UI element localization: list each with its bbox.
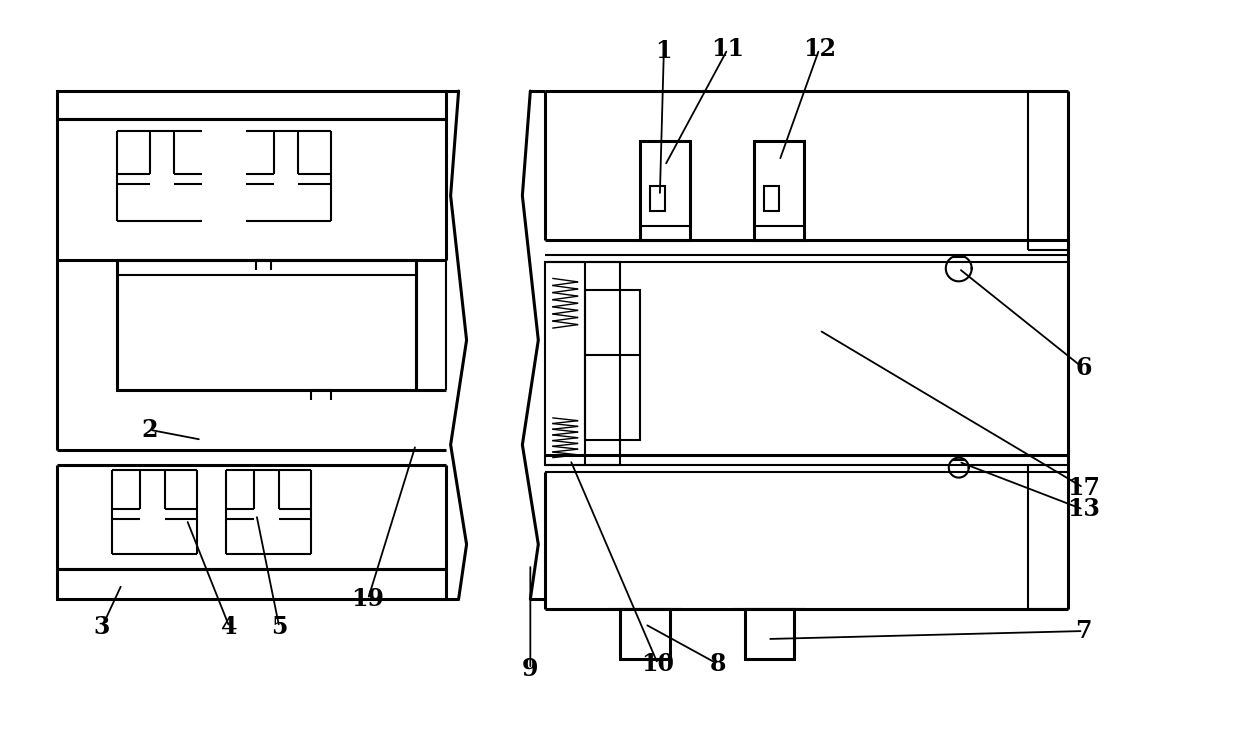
Bar [117, 261, 415, 390]
Bar [650, 186, 665, 211]
Text: 19: 19 [351, 587, 384, 611]
Text: 8: 8 [709, 652, 725, 676]
Text: 4: 4 [221, 615, 238, 639]
Bar [620, 609, 670, 659]
Text: 9: 9 [522, 657, 538, 681]
Text: 11: 11 [711, 37, 744, 61]
Bar [640, 141, 689, 241]
Text: 17: 17 [1066, 476, 1100, 500]
Text: 6: 6 [1075, 356, 1091, 380]
Bar [754, 141, 805, 241]
Text: 3: 3 [94, 615, 110, 639]
Text: 1: 1 [656, 39, 672, 63]
Bar [585, 291, 640, 440]
Text: 12: 12 [802, 37, 836, 61]
Bar [57, 91, 445, 119]
Bar [546, 262, 620, 465]
Bar [765, 186, 780, 211]
Bar [744, 609, 795, 659]
Text: 5: 5 [272, 615, 288, 639]
Text: 2: 2 [141, 418, 157, 441]
Text: 13: 13 [1066, 498, 1100, 521]
Text: 10: 10 [641, 652, 675, 676]
Text: 7: 7 [1075, 619, 1091, 643]
Bar [57, 569, 445, 599]
